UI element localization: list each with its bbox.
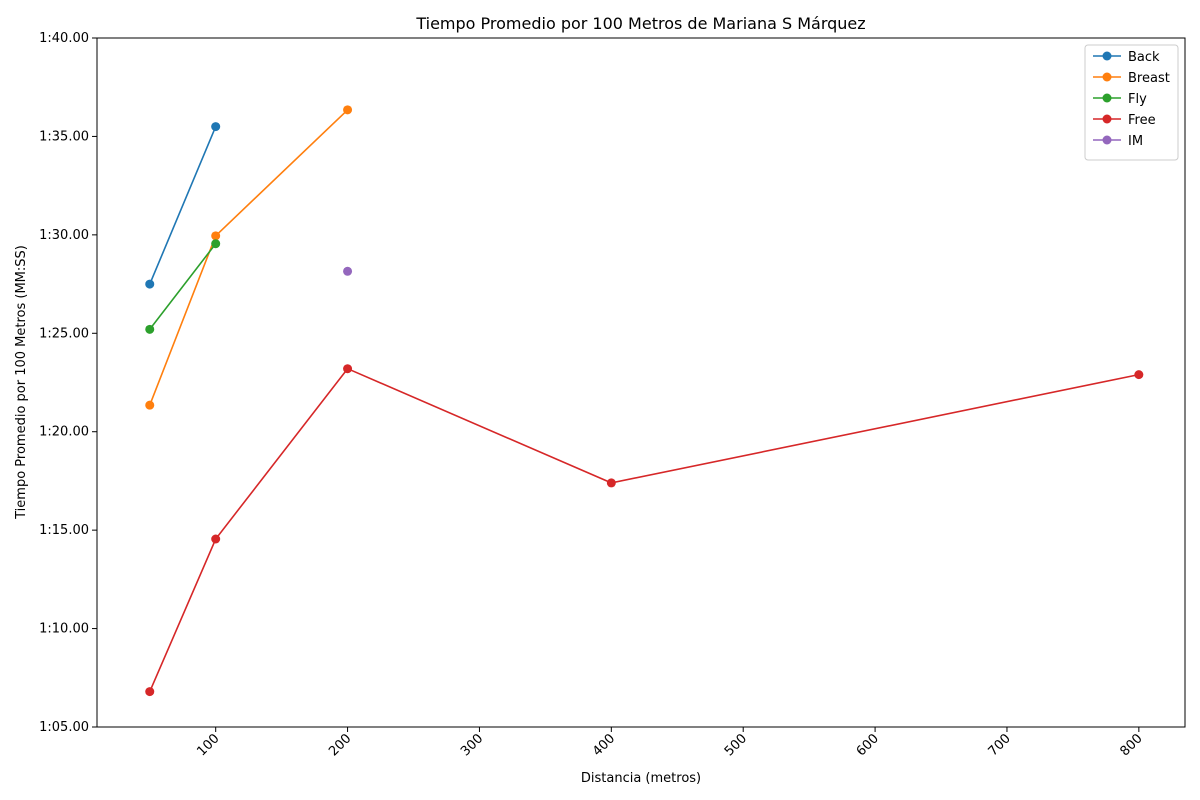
series-line-fly bbox=[149, 243, 217, 330]
series-line-back bbox=[149, 126, 217, 285]
legend-marker-back bbox=[1102, 51, 1112, 61]
legend-entry-im: IM bbox=[1093, 134, 1143, 149]
y-tick-label: 1:25.00 bbox=[39, 326, 89, 341]
data-point-back bbox=[211, 122, 221, 132]
series-free bbox=[145, 364, 1144, 697]
data-point-free bbox=[145, 687, 155, 697]
data-point-breast bbox=[211, 231, 221, 241]
x-tick-label: 100 bbox=[194, 731, 222, 759]
x-tick-label: 500 bbox=[722, 731, 750, 759]
y-tick-label: 1:05.00 bbox=[39, 720, 89, 735]
data-point-fly bbox=[211, 239, 221, 249]
legend-marker-im bbox=[1102, 135, 1112, 145]
series-fly bbox=[145, 239, 221, 334]
legend-label-fly: Fly bbox=[1128, 92, 1147, 107]
x-tick-label: 600 bbox=[854, 731, 882, 759]
y-axis: 1:05.00 1:10.00 1:15.00 1:20.00 1:25.00 1:30.… bbox=[39, 31, 97, 735]
data-point-im bbox=[343, 266, 353, 276]
legend-marker-free bbox=[1102, 114, 1112, 124]
plot-frame bbox=[96, 37, 1186, 728]
legend-marker-fly bbox=[1102, 93, 1112, 103]
y-tick-label: 1:10.00 bbox=[39, 622, 89, 637]
legend-marker-breast bbox=[1102, 72, 1112, 82]
x-tick-label: 200 bbox=[326, 731, 354, 759]
x-axis-title: Distancia (metros) bbox=[581, 771, 701, 786]
x-tick-label: 700 bbox=[986, 731, 1014, 759]
series-im bbox=[343, 266, 353, 276]
legend-label-back: Back bbox=[1128, 50, 1160, 65]
y-tick-label: 1:20.00 bbox=[39, 425, 89, 440]
data-point-free bbox=[606, 478, 616, 488]
series-breast bbox=[145, 105, 353, 410]
x-tick-label: 400 bbox=[590, 731, 618, 759]
legend-entry-back: Back bbox=[1093, 50, 1160, 65]
x-tick-label: 300 bbox=[458, 731, 486, 759]
legend: Back Breast Fly Free IM bbox=[1084, 44, 1179, 161]
legend-entry-breast: Breast bbox=[1093, 71, 1170, 86]
data-point-breast bbox=[145, 400, 155, 410]
legend-entry-fly: Fly bbox=[1093, 92, 1147, 107]
legend-entry-free: Free bbox=[1093, 113, 1156, 128]
y-axis-title: Tiempo Promedio por 100 Metros (MM:SS) bbox=[14, 245, 29, 520]
chart-title: Tiempo Promedio por 100 Metros de Marian… bbox=[415, 14, 865, 33]
series-line-breast bbox=[149, 109, 349, 406]
x-axis: 100 200 300 400 500 600 700 800 bbox=[194, 727, 1146, 759]
y-tick-label: 1:35.00 bbox=[39, 129, 89, 144]
series-line-free bbox=[149, 367, 1139, 692]
legend-label-free: Free bbox=[1128, 113, 1156, 128]
data-point-back bbox=[145, 279, 155, 289]
y-tick-label: 1:30.00 bbox=[39, 228, 89, 243]
data-point-free bbox=[1134, 370, 1144, 380]
plot-area bbox=[145, 105, 1144, 697]
series-back bbox=[145, 122, 221, 289]
data-point-fly bbox=[145, 324, 155, 334]
x-tick-label: 800 bbox=[1118, 731, 1146, 759]
data-point-breast bbox=[343, 105, 353, 115]
legend-label-breast: Breast bbox=[1128, 71, 1170, 86]
y-tick-label: 1:15.00 bbox=[39, 523, 89, 538]
data-point-free bbox=[343, 364, 353, 374]
data-point-free bbox=[211, 534, 221, 544]
y-tick-label: 1:40.00 bbox=[39, 31, 89, 46]
legend-label-im: IM bbox=[1128, 134, 1143, 149]
